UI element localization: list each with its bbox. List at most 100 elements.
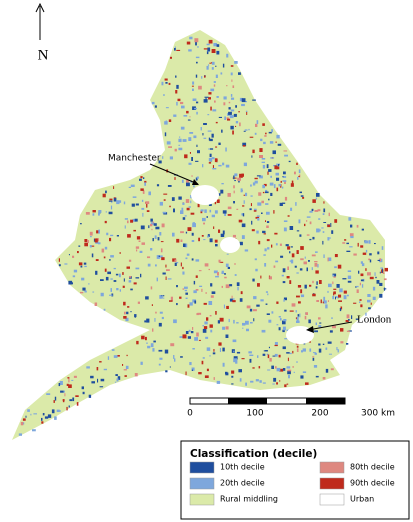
map-cell — [249, 354, 254, 356]
map-cell — [250, 203, 252, 207]
map-cell — [245, 110, 248, 112]
map-cell — [228, 101, 231, 104]
map-cell — [325, 368, 329, 373]
map-cell — [232, 298, 235, 300]
map-cell — [291, 253, 295, 258]
map-cell — [205, 97, 207, 101]
map-cell — [355, 318, 359, 320]
map-cell — [369, 253, 372, 256]
map-cell — [123, 201, 126, 205]
map-cell — [254, 132, 257, 135]
legend-label: 90th decile — [350, 479, 395, 488]
map-cell — [328, 353, 332, 355]
map-cell — [169, 156, 173, 160]
map-cell — [283, 220, 288, 222]
map-cell — [285, 244, 289, 247]
map-cell — [258, 366, 261, 369]
map-cell — [270, 175, 272, 178]
map-cell — [170, 343, 175, 347]
map-cell — [68, 280, 73, 285]
map-cell — [304, 284, 307, 289]
map-cell — [323, 208, 326, 213]
map-cell — [107, 356, 110, 360]
map-cell — [325, 347, 328, 350]
map-cell — [211, 67, 214, 70]
map-cell — [233, 175, 235, 180]
map-cell — [82, 287, 86, 291]
map-cell — [193, 280, 196, 285]
map-cell — [196, 111, 198, 115]
map-cell — [135, 246, 140, 249]
place-label: London — [357, 314, 392, 326]
map-cell — [296, 230, 300, 232]
map-cell — [68, 384, 72, 388]
map-cell — [155, 311, 157, 314]
map-cell — [359, 301, 361, 303]
map-cell — [260, 138, 263, 142]
map-cell — [170, 296, 173, 301]
map-cell — [124, 218, 128, 220]
map-cell — [141, 242, 145, 245]
map-cell — [272, 383, 275, 385]
legend-label: 20th decile — [220, 479, 265, 488]
map-cell — [287, 266, 289, 270]
map-cell — [296, 295, 300, 298]
map-cell — [94, 238, 98, 243]
map-cell — [347, 270, 352, 272]
map-cell — [162, 272, 166, 275]
map-cell — [213, 81, 216, 83]
map-cell — [110, 234, 114, 237]
map-cell — [347, 275, 352, 279]
map-cell — [110, 255, 114, 258]
scale-label: 200 — [311, 409, 328, 419]
map-cell — [241, 103, 245, 107]
map-cell — [185, 231, 188, 234]
map-cell — [283, 176, 287, 178]
map-cell — [282, 281, 286, 284]
map-cell — [53, 400, 55, 403]
map-cell — [305, 382, 309, 385]
map-cell — [161, 81, 164, 86]
map-cell — [208, 268, 210, 271]
map-cell — [334, 254, 338, 258]
map-cell — [189, 36, 193, 40]
map-cell — [213, 84, 216, 87]
map-cell — [299, 234, 302, 237]
map-cell — [299, 313, 301, 318]
map-cell — [332, 295, 335, 300]
map-cell — [159, 295, 162, 299]
map-cell — [233, 356, 238, 360]
map-cell — [132, 196, 137, 198]
map-cell — [322, 240, 324, 245]
map-cell — [327, 300, 329, 302]
map-cell — [271, 311, 274, 314]
map-cell — [214, 100, 216, 103]
map-cell — [238, 219, 243, 223]
map-cell — [348, 319, 350, 321]
map-cell — [184, 215, 187, 217]
map-cell — [47, 414, 52, 418]
map-cell — [151, 228, 153, 231]
map-cell — [190, 212, 195, 215]
map-cell — [215, 121, 218, 124]
map-cell — [133, 229, 136, 232]
map-cell — [296, 316, 299, 321]
map-cell — [251, 229, 255, 232]
map-cell — [86, 366, 90, 369]
map-cell — [207, 235, 209, 238]
map-cell — [143, 177, 145, 179]
map-cell — [271, 365, 274, 369]
map-cell — [339, 288, 343, 293]
map-cell — [203, 48, 208, 50]
map-cell — [77, 251, 79, 254]
map-cell — [83, 262, 87, 265]
map-cell — [265, 220, 266, 222]
map-cell — [266, 225, 269, 228]
map-cell — [379, 282, 383, 286]
map-cell — [280, 255, 284, 258]
map-cell — [130, 288, 133, 291]
map-cell — [84, 290, 87, 293]
map-cell — [235, 125, 237, 127]
map-cell — [173, 208, 175, 213]
map-cell — [273, 210, 275, 214]
